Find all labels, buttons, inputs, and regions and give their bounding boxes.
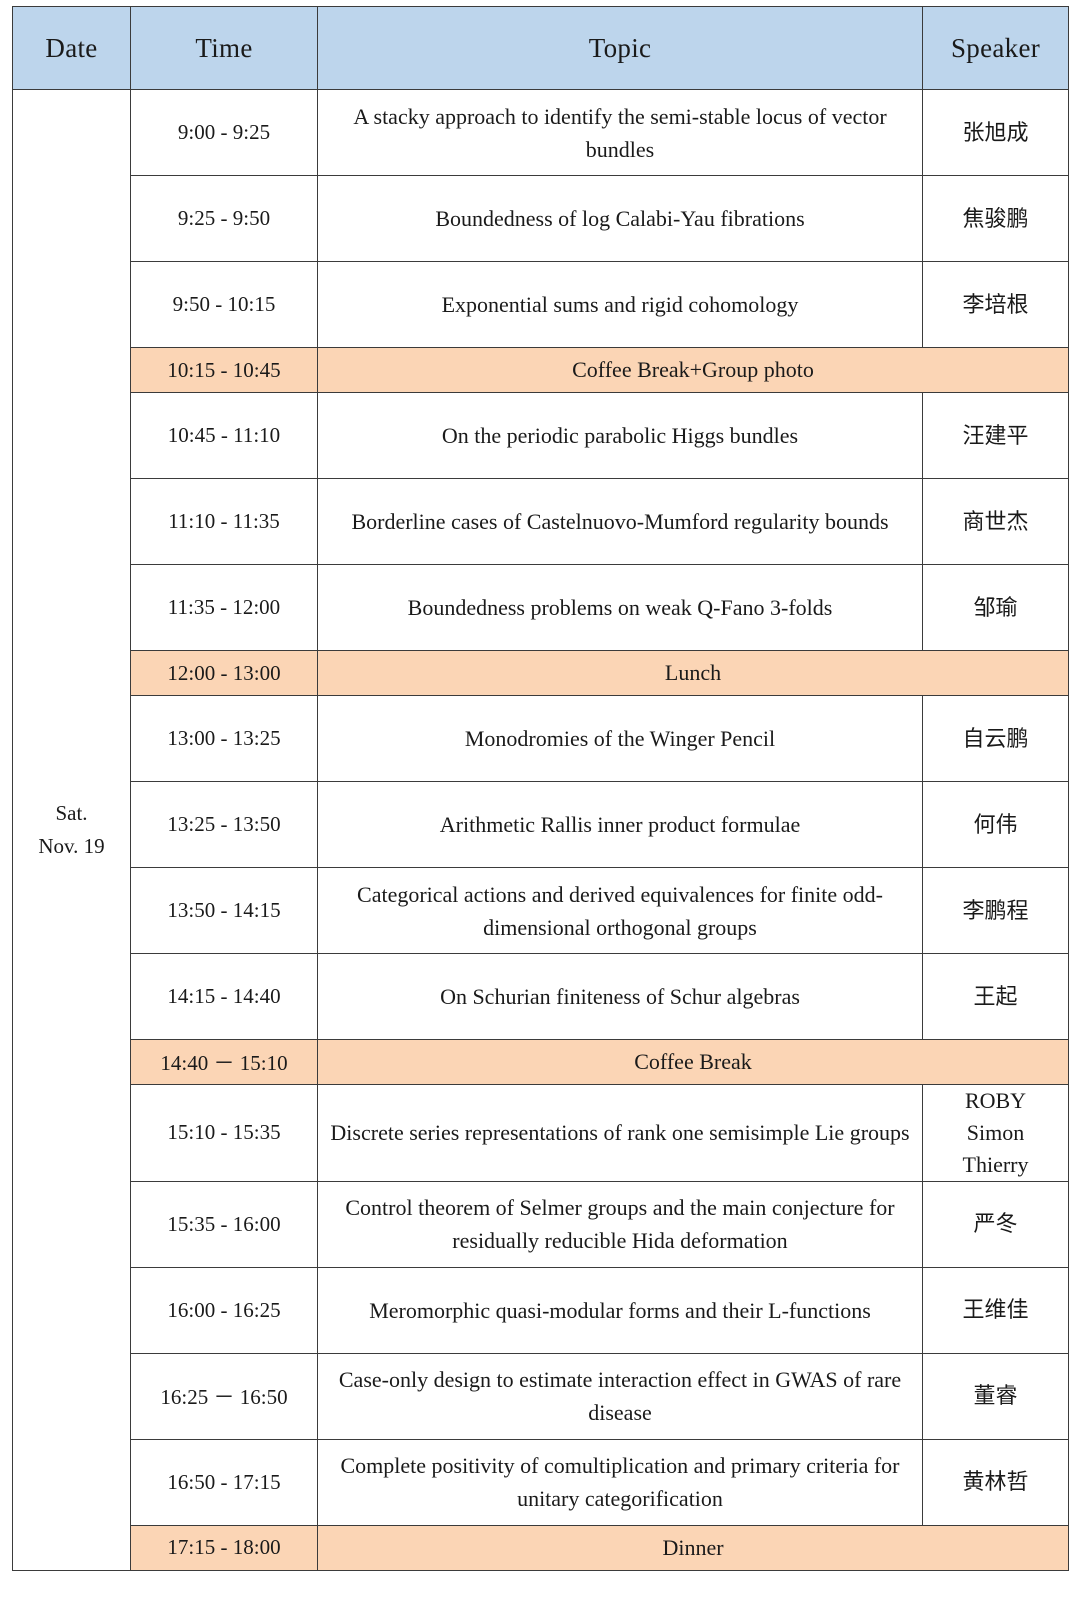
break-label-cell: Dinner	[317, 1524, 1069, 1571]
session-row: 16:50 - 17:15 Complete positivity of comu…	[13, 1438, 1069, 1526]
date-cell: Sat. Nov. 19	[12, 89, 131, 1571]
speaker-cell: 商世杰	[922, 478, 1069, 565]
speaker-cell: 张旭成	[922, 89, 1069, 176]
topic-cell: Meromorphic quasi-modular forms and thei…	[317, 1266, 923, 1354]
session-row: Sat. Nov. 19 9:00 - 9:25 A stacky approach…	[12, 89, 1069, 1571]
speaker-cell: 严冬	[922, 1180, 1069, 1268]
session-row: 9:25 - 9:50 Boundedness of log Calabi-Yau…	[13, 175, 1069, 262]
speaker-cell: 汪建平	[922, 392, 1069, 479]
topic-cell: Exponential sums and rigid cohomology	[317, 261, 923, 348]
topic-cell: Complete positivity of comultiplication …	[317, 1438, 923, 1526]
topic-cell: Borderline cases of Castelnuovo-Mumford …	[317, 478, 923, 565]
speaker-cell: 王起	[922, 953, 1069, 1040]
topic-cell: Boundedness of log Calabi-Yau fibrations	[317, 175, 923, 262]
topic-cell: Categorical actions and derived equivale…	[317, 867, 923, 954]
session-row: 16:25 － 16:50 Case-only design to estimat…	[13, 1352, 1069, 1440]
time-cell: 16:50 - 17:15	[130, 1438, 318, 1526]
header-row: Date Time Topic Speaker	[12, 6, 1069, 90]
break-row: 10:15 - 10:45 Coffee Break+Group photo	[13, 347, 1069, 393]
column-header-time: Time	[130, 6, 318, 90]
break-label-cell: Coffee Break+Group photo	[317, 347, 1069, 393]
topic-cell: A stacky approach to identify the semi-s…	[317, 89, 923, 176]
session-row: 11:10 - 11:35 Borderline cases of Casteln…	[13, 478, 1069, 565]
break-label-cell: Lunch	[317, 650, 1069, 696]
topic-cell: Monodromies of the Winger Pencil	[317, 695, 923, 782]
time-cell: 15:35 - 16:00	[130, 1180, 318, 1268]
break-label-cell: Coffee Break	[317, 1039, 1069, 1085]
time-cell: 13:00 - 13:25	[130, 695, 318, 782]
time-cell: 13:25 - 13:50	[130, 781, 318, 868]
session-row: 15:35 - 16:00 Control theorem of Selmer g…	[13, 1180, 1069, 1268]
topic-cell: Boundedness problems on weak Q-Fano 3-fo…	[317, 564, 923, 651]
speaker-cell: 董睿	[922, 1352, 1069, 1440]
table-body: Sat. Nov. 19 9:00 - 9:25 A stacky approach…	[12, 89, 1069, 1571]
break-row: 17:15 - 18:00 Dinner	[13, 1524, 1069, 1571]
session-row: 15:10 - 15:35 Discrete series representat…	[13, 1084, 1069, 1182]
time-cell: 9:00 - 9:25	[130, 89, 318, 176]
conference-schedule-table: Date Time Topic Speaker Sat. Nov. 19 9:00…	[12, 6, 1069, 1571]
speaker-cell: 何伟	[922, 781, 1069, 868]
session-row: 9:50 - 10:15 Exponential sums and rigid c…	[13, 261, 1069, 348]
time-cell: 10:45 - 11:10	[130, 392, 318, 479]
time-cell: 11:10 - 11:35	[130, 478, 318, 565]
topic-cell: Arithmetic Rallis inner product formulae	[317, 781, 923, 868]
time-cell: 14:15 - 14:40	[130, 953, 318, 1040]
time-cell: 9:50 - 10:15	[130, 261, 318, 348]
time-cell: 14:40 － 15:10	[130, 1039, 318, 1085]
topic-cell: Case-only design to estimate interaction…	[317, 1352, 923, 1440]
speaker-cell: 自云鹏	[922, 695, 1069, 782]
speaker-cell: ROBY Simon Thierry	[922, 1084, 1069, 1182]
time-cell: 16:25 － 16:50	[130, 1352, 318, 1440]
time-cell: 16:00 - 16:25	[130, 1266, 318, 1354]
time-cell: 11:35 - 12:00	[130, 564, 318, 651]
column-header-date: Date	[12, 6, 131, 90]
session-row: 14:15 - 14:40 On Schurian finiteness of S…	[13, 953, 1069, 1040]
session-row: 16:00 - 16:25 Meromorphic quasi-modular f…	[13, 1266, 1069, 1354]
time-cell: 9:25 - 9:50	[130, 175, 318, 262]
speaker-cell: 王维佳	[922, 1266, 1069, 1354]
speaker-cell: 李鹏程	[922, 867, 1069, 954]
speaker-cell: 邹瑜	[922, 564, 1069, 651]
session-row: 13:25 - 13:50 Arithmetic Rallis inner pro…	[13, 781, 1069, 868]
topic-cell: On Schurian finiteness of Schur algebras	[317, 953, 923, 1040]
topic-cell: Control theorem of Selmer groups and the…	[317, 1180, 923, 1268]
session-row: 13:50 - 14:15 Categorical actions and der…	[13, 867, 1069, 954]
break-row: 12:00 - 13:00 Lunch	[13, 650, 1069, 696]
topic-cell: Discrete series representations of rank …	[317, 1084, 923, 1182]
time-cell: 13:50 - 14:15	[130, 867, 318, 954]
break-row: 14:40 － 15:10 Coffee Break	[13, 1039, 1069, 1085]
time-cell: 17:15 - 18:00	[130, 1524, 318, 1571]
time-cell: 15:10 - 15:35	[130, 1084, 318, 1182]
speaker-cell: 黄林哲	[922, 1438, 1069, 1526]
speaker-cell: 焦骏鹏	[922, 175, 1069, 262]
column-header-topic: Topic	[317, 6, 923, 90]
speaker-cell: 李培根	[922, 261, 1069, 348]
session-row: 11:35 - 12:00 Boundedness problems on wea…	[13, 564, 1069, 651]
topic-cell: On the periodic parabolic Higgs bundles	[317, 392, 923, 479]
session-row: 13:00 - 13:25 Monodromies of the Winger P…	[13, 695, 1069, 782]
time-cell: 10:15 - 10:45	[130, 347, 318, 393]
column-header-speaker: Speaker	[922, 6, 1069, 90]
table-header: Date Time Topic Speaker	[12, 6, 1069, 90]
session-row: 10:45 - 11:10 On the periodic parabolic H…	[13, 392, 1069, 479]
time-cell: 12:00 - 13:00	[130, 650, 318, 696]
